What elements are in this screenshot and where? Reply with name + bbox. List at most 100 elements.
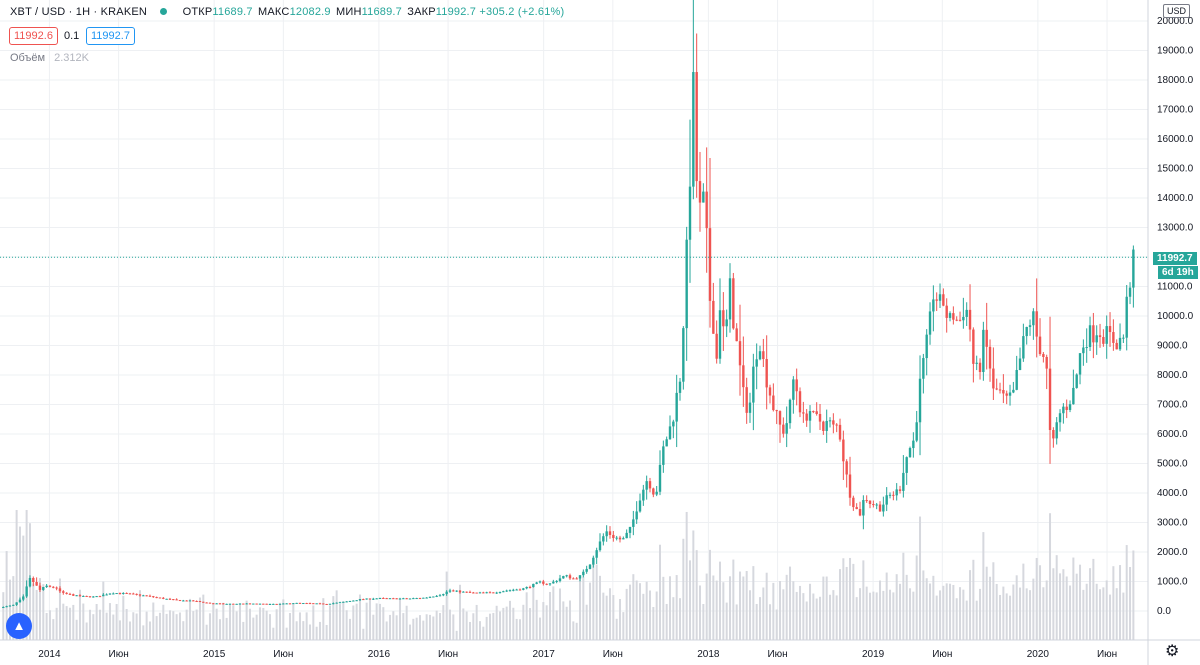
volume-bar	[368, 598, 371, 640]
bid-price-button[interactable]: 11992.6	[9, 27, 58, 45]
candle-down	[222, 603, 225, 605]
candle-up	[672, 421, 675, 427]
candle-up	[1018, 358, 1022, 370]
candle-down	[318, 603, 322, 605]
candle-up	[478, 592, 482, 594]
volume-bar	[132, 612, 135, 640]
volume-bar	[518, 619, 521, 640]
candle-up	[752, 366, 755, 403]
volume-bar	[805, 601, 808, 640]
volume-bar	[262, 607, 265, 640]
candle-up	[1025, 326, 1028, 337]
candle-up	[755, 359, 758, 367]
y-tick-label: 20000.0	[1157, 16, 1194, 27]
symbol-title[interactable]: XBT / USD · 1H · KRAKEN	[10, 6, 148, 18]
candle-up	[1068, 404, 1072, 410]
volume-bar	[355, 603, 358, 640]
candle-down	[802, 412, 805, 414]
volume-bar	[228, 604, 231, 640]
candle-down	[998, 389, 1002, 391]
volume-bar	[715, 580, 718, 640]
volume-bar	[112, 614, 115, 640]
candle-up	[578, 575, 582, 579]
volume-bar	[609, 588, 612, 640]
gear-icon[interactable]: ⚙	[1165, 643, 1180, 660]
candle-up	[582, 571, 585, 576]
candle-down	[472, 592, 475, 594]
candle-up	[1095, 335, 1098, 343]
candle-up	[592, 557, 595, 565]
volume-bar	[775, 609, 778, 640]
candle-down	[768, 387, 772, 396]
candle-down	[812, 411, 815, 413]
volume-bar	[415, 617, 418, 640]
candle-up	[292, 603, 295, 605]
volume-bar	[442, 605, 445, 640]
volume-bar	[142, 625, 145, 640]
candle-up	[1012, 389, 1015, 393]
y-tick-label: 1000.0	[1157, 577, 1188, 588]
volume-bar	[722, 582, 725, 640]
volume-bar	[619, 599, 622, 640]
volume-bar	[152, 602, 155, 640]
candle-down	[705, 191, 708, 229]
candle-up	[442, 594, 445, 596]
candle-up	[588, 564, 592, 569]
volume-bar	[195, 609, 198, 640]
volume-bar	[15, 510, 18, 640]
volume-bar	[575, 622, 578, 640]
candle-down	[868, 500, 872, 504]
candle-up	[1062, 406, 1065, 414]
candle-up	[658, 464, 662, 492]
candle-down	[818, 413, 822, 422]
candle-down	[195, 601, 198, 603]
candle-up	[602, 536, 605, 542]
tradingview-logo-icon[interactable]: ▲	[6, 613, 32, 639]
candle-up	[962, 316, 965, 321]
volume-bar	[85, 622, 88, 640]
candle-up	[882, 504, 885, 512]
volume-bar	[452, 614, 455, 640]
volume-bar	[629, 584, 632, 640]
volume-bar	[245, 600, 248, 640]
candle-down	[488, 592, 492, 594]
candle-up	[358, 599, 362, 601]
high-label: МАКС	[258, 6, 290, 18]
volume-bar	[272, 627, 275, 640]
x-tick-label: Июн	[932, 649, 952, 660]
volume-bar	[952, 584, 955, 640]
currency-button[interactable]: USD	[1163, 4, 1191, 18]
volume-bar	[12, 576, 15, 640]
volume-bar	[982, 532, 985, 640]
candle-up	[22, 596, 25, 600]
candle-up	[425, 597, 428, 599]
volume-bar	[218, 619, 221, 640]
volume-bar	[935, 595, 938, 640]
volume-bar	[572, 621, 575, 640]
candle-up	[585, 568, 588, 572]
ask-price-button[interactable]: 11992.7	[86, 27, 135, 45]
candle-down	[892, 494, 895, 496]
candle-up	[1075, 374, 1078, 388]
volume-bar	[582, 576, 585, 640]
volume-bar	[42, 584, 45, 640]
volume-bar	[865, 586, 868, 640]
volume-bar	[542, 602, 545, 640]
x-tick-label: Июн	[603, 649, 623, 660]
volume-bar	[128, 621, 131, 640]
volume-bar	[298, 612, 301, 640]
candle-up	[625, 532, 628, 539]
volume-bar	[398, 599, 401, 640]
candle-down	[475, 592, 478, 594]
candle-up	[895, 489, 898, 496]
candle-down	[968, 309, 972, 330]
volume-bar	[25, 510, 28, 640]
candle-up	[1058, 413, 1062, 423]
volume-bar	[829, 594, 832, 640]
candle-up	[1132, 249, 1135, 288]
candle-up	[1078, 353, 1082, 375]
candle-down	[1098, 335, 1102, 338]
candle-down	[138, 594, 142, 596]
volume-bar	[482, 626, 485, 640]
